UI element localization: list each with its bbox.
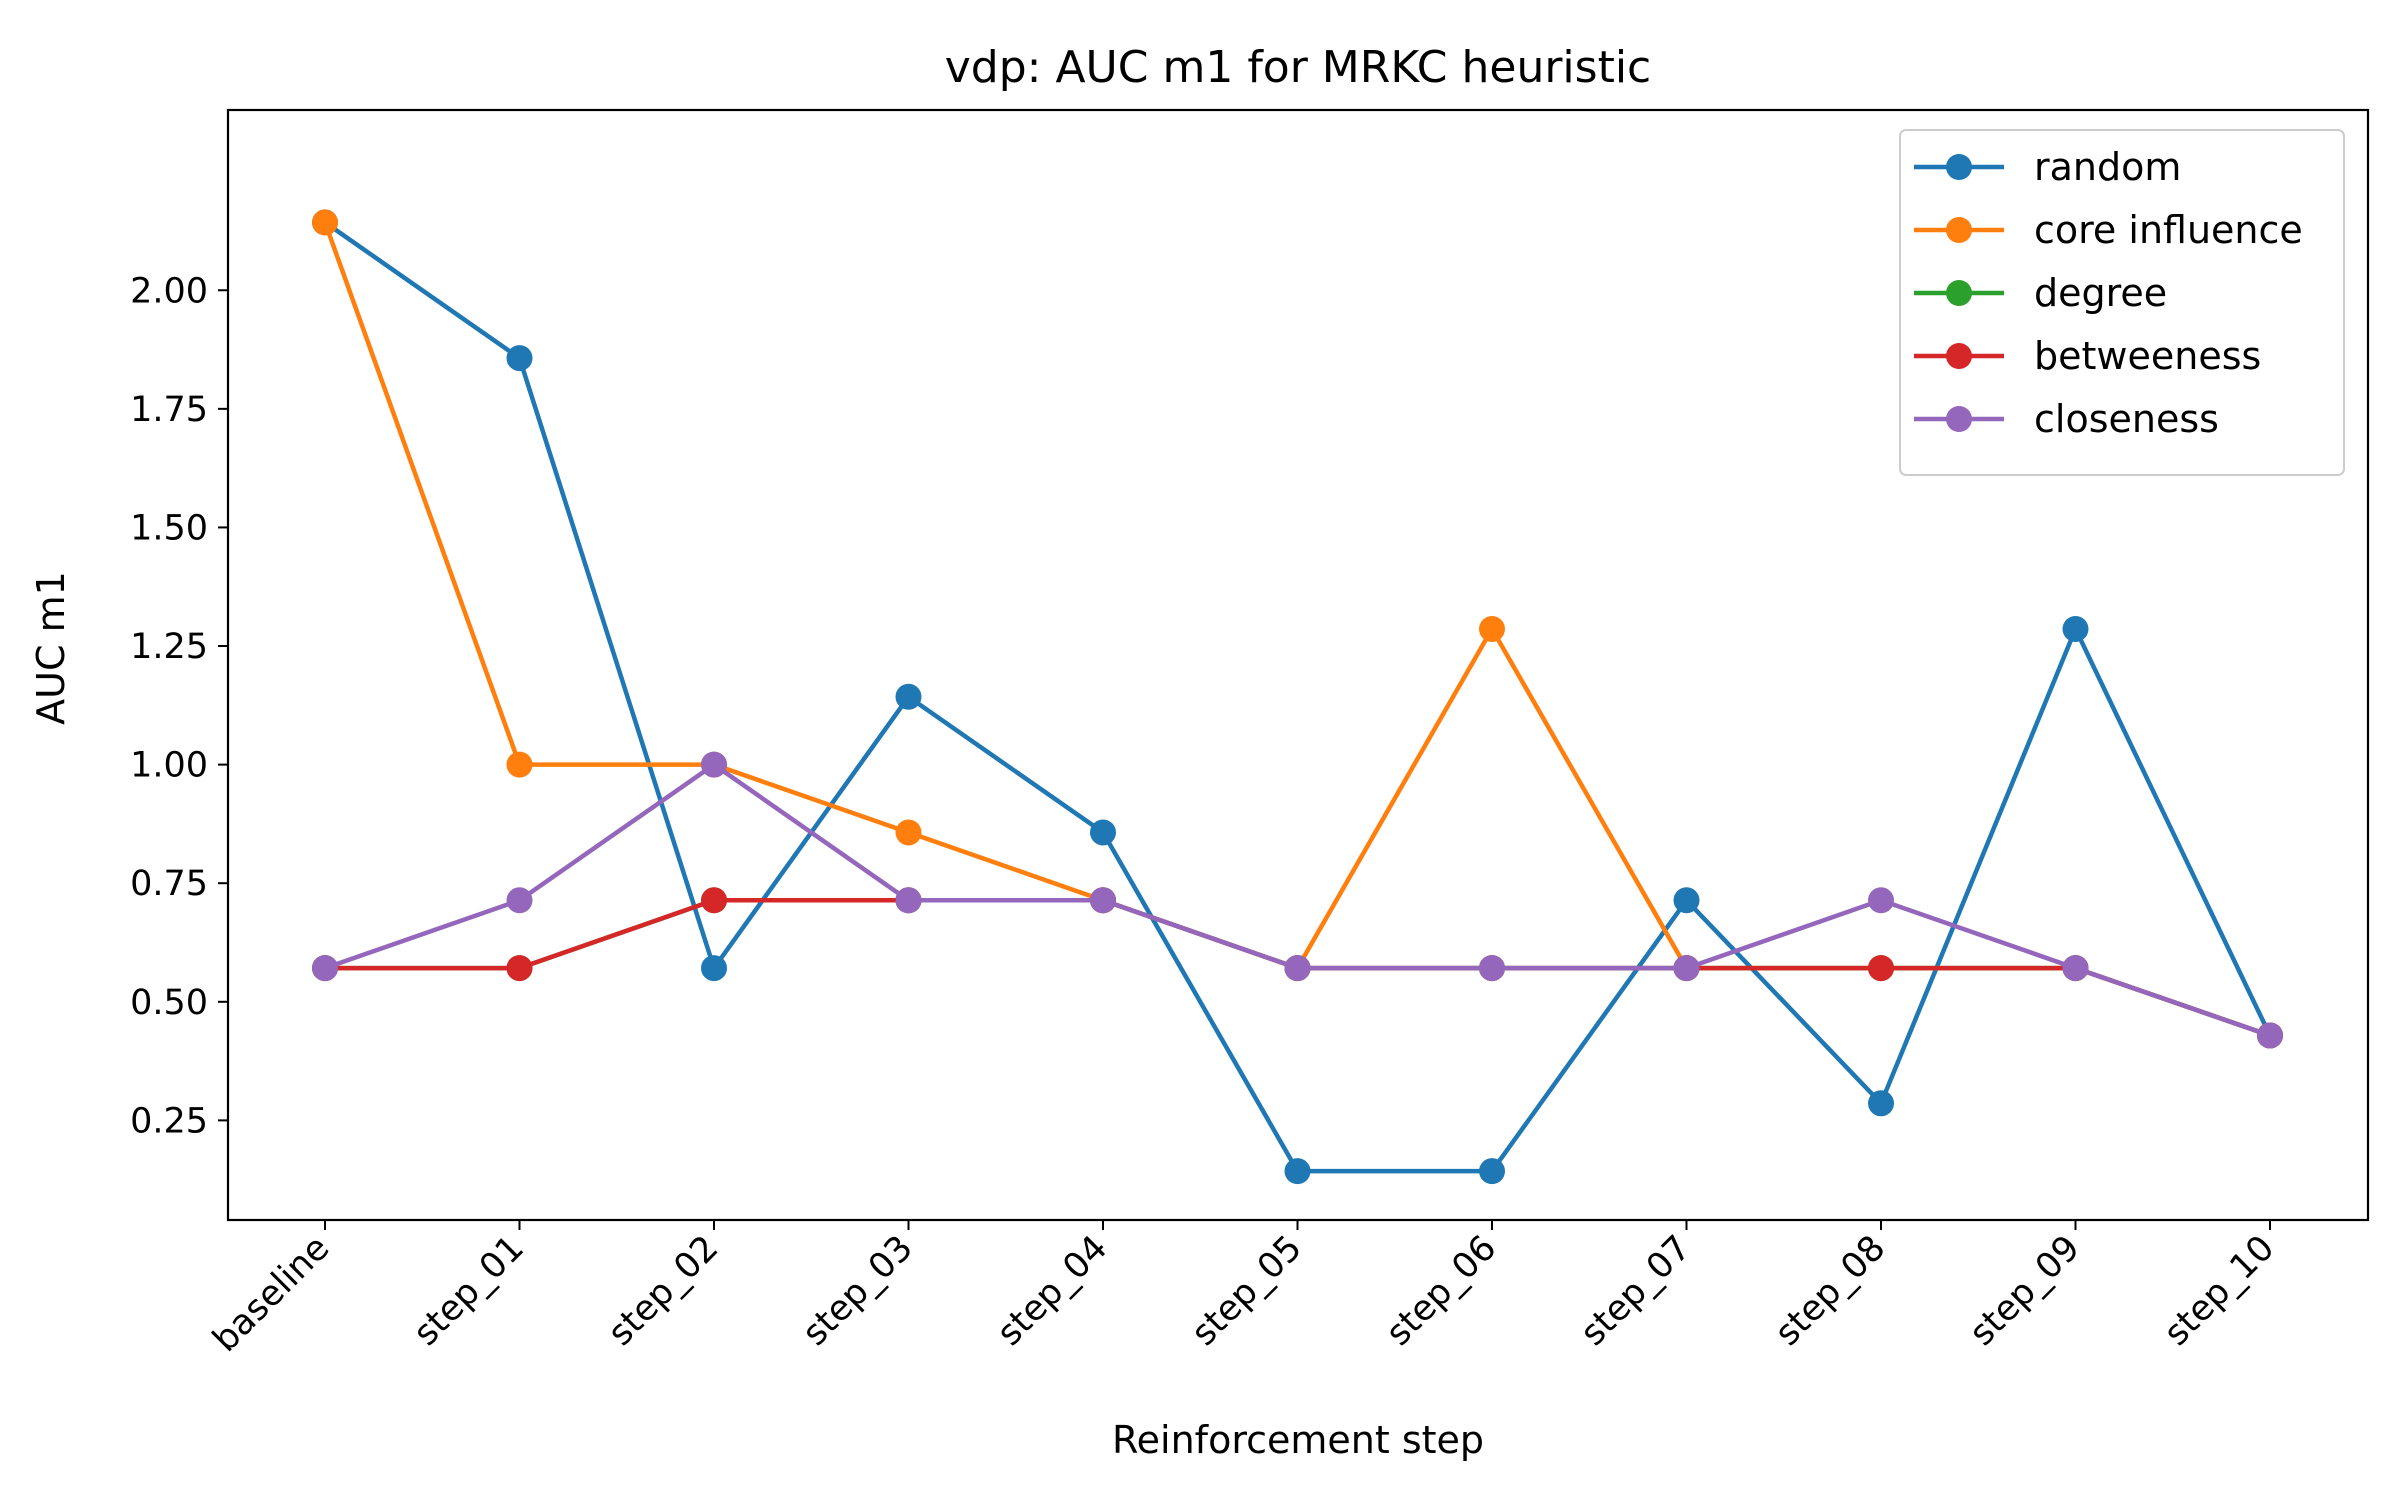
data-point <box>506 887 533 914</box>
data-point <box>1868 955 1894 982</box>
legend-swatch-marker <box>1946 343 1972 369</box>
legend-label: random <box>2034 145 2181 189</box>
x-tick-label: step_09 <box>1962 1228 2088 1354</box>
legend-label: degree <box>2034 271 2167 315</box>
data-point <box>895 819 922 846</box>
data-point <box>506 345 533 372</box>
y-tick-label: 1.50 <box>130 508 208 548</box>
x-tick-label: step_02 <box>601 1228 727 1354</box>
data-point <box>1090 887 1116 914</box>
data-point <box>506 955 533 982</box>
data-point <box>312 209 338 236</box>
chart-title: vdp: AUC m1 for MRKC heuristic <box>945 42 1652 93</box>
y-tick-label: 0.25 <box>130 1101 208 1141</box>
legend: random core influence degree betweeness clos… <box>1899 129 2345 476</box>
data-point <box>2062 615 2089 642</box>
legend-swatch-marker <box>1946 280 1972 306</box>
series-closeness <box>312 751 2283 1049</box>
legend-swatch-marker <box>1946 406 1972 432</box>
x-tick-label: step_06 <box>1379 1228 1505 1354</box>
x-tick-label: step_07 <box>1573 1228 1699 1354</box>
data-point <box>701 887 727 914</box>
y-tick-label: 1.25 <box>130 627 208 667</box>
legend-swatch-marker <box>1946 154 1972 180</box>
data-point <box>312 955 338 982</box>
y-tick-label: 1.00 <box>130 746 208 786</box>
data-point <box>1673 887 1700 914</box>
x-tick-label: step_08 <box>1768 1228 1894 1354</box>
data-point <box>506 751 533 778</box>
x-tick-label: baseline <box>205 1228 337 1360</box>
x-tick-label: step_04 <box>990 1228 1116 1354</box>
y-tick-label: 0.50 <box>130 983 208 1023</box>
y-axis-label: AUC m1 <box>29 571 73 725</box>
y-tick-label: 1.75 <box>130 390 208 430</box>
data-point <box>1479 955 1505 982</box>
x-axis-label: Reinforcement step <box>1112 1418 1484 1462</box>
data-point <box>895 887 922 914</box>
legend-swatch-marker <box>1946 217 1972 243</box>
data-point <box>1868 887 1894 914</box>
x-tick-label: step_03 <box>795 1228 921 1354</box>
legend-label: core influence <box>2034 208 2303 252</box>
x-tick-label: step_01 <box>406 1228 532 1354</box>
data-point <box>1479 1158 1505 1185</box>
legend-label: closeness <box>2034 397 2219 441</box>
x-tick-label: step_05 <box>1184 1228 1310 1354</box>
data-point <box>701 955 727 982</box>
data-point <box>895 683 922 710</box>
legend-label: betweeness <box>2034 334 2261 378</box>
series-line <box>324 762 2271 1038</box>
data-point <box>1673 955 1700 982</box>
data-point <box>1284 1158 1311 1185</box>
data-point <box>1284 955 1311 982</box>
data-point <box>1479 615 1505 642</box>
data-point <box>701 751 727 778</box>
data-point <box>1868 1090 1894 1117</box>
data-point <box>1090 819 1116 846</box>
y-tick-label: 2.00 <box>130 271 208 311</box>
x-tick-label: step_10 <box>2157 1228 2283 1354</box>
data-point <box>2062 955 2089 982</box>
y-tick-label: 0.75 <box>130 864 208 904</box>
data-point <box>2257 1022 2283 1049</box>
legend-box <box>1899 129 2345 476</box>
